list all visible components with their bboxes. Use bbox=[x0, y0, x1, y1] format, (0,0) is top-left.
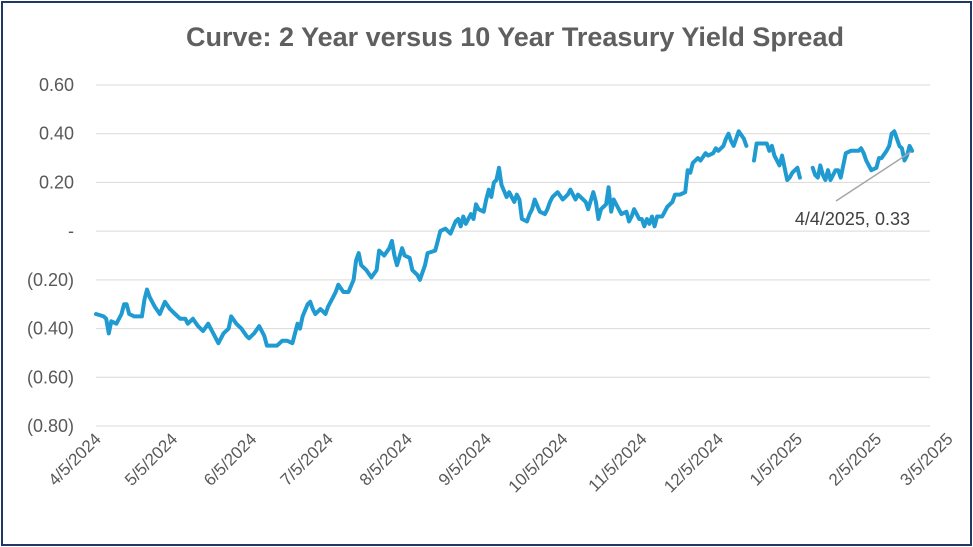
y-tick-label: (0.80) bbox=[27, 416, 74, 436]
x-tick-label: 3/5/2025 bbox=[896, 429, 956, 489]
x-tick-label: 11/5/2024 bbox=[585, 429, 651, 495]
x-tick-label: 2/5/2025 bbox=[825, 429, 885, 489]
annotation-leader-line bbox=[835, 151, 912, 202]
chart-title: Curve: 2 Year versus 10 Year Treasury Yi… bbox=[186, 22, 844, 52]
x-tick-label: 1/5/2025 bbox=[746, 429, 806, 489]
y-tick-label: (0.20) bbox=[27, 270, 74, 290]
y-tick-label: 0.60 bbox=[39, 75, 74, 95]
x-tick-label: 10/5/2024 bbox=[505, 429, 572, 496]
series-line bbox=[94, 129, 749, 348]
x-tick-label: 6/5/2024 bbox=[200, 429, 260, 489]
series-line bbox=[752, 141, 802, 182]
annotation-label: 4/4/2025, 0.33 bbox=[795, 209, 910, 229]
y-tick-label: (0.40) bbox=[27, 319, 74, 339]
x-tick-label: 8/5/2024 bbox=[356, 429, 416, 489]
series-line bbox=[810, 129, 915, 182]
x-tick-label: 5/5/2024 bbox=[121, 429, 181, 489]
y-tick-label: 0.40 bbox=[39, 124, 74, 144]
x-tick-label: 4/5/2024 bbox=[45, 429, 105, 489]
y-tick-label: 0.20 bbox=[39, 172, 74, 192]
series-group bbox=[94, 129, 915, 348]
x-tick-label: 12/5/2024 bbox=[660, 429, 727, 496]
y-tick-label: - bbox=[68, 221, 74, 241]
annotation-group: 4/4/2025, 0.33 bbox=[795, 151, 912, 229]
gridlines bbox=[96, 84, 930, 427]
x-tick-label: 7/5/2024 bbox=[277, 429, 337, 489]
y-axis-ticks: 0.60 0.40 0.20 - (0.20) (0.40) (0.60) (0.80) bbox=[27, 75, 74, 436]
x-tick-label: 9/5/2024 bbox=[435, 429, 495, 489]
y-tick-label: (0.60) bbox=[27, 367, 74, 387]
x-axis-ticks: 4/5/2024 5/5/2024 6/5/2024 7/5/2024 8/5/2024… bbox=[45, 429, 957, 496]
